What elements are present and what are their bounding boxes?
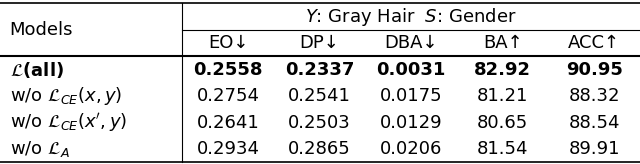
Text: Models: Models bbox=[10, 21, 73, 39]
Text: 81.54: 81.54 bbox=[477, 140, 529, 158]
Text: 0.2641: 0.2641 bbox=[196, 114, 260, 132]
Text: 88.32: 88.32 bbox=[568, 87, 620, 105]
Text: 82.92: 82.92 bbox=[474, 61, 531, 79]
Text: EO↓: EO↓ bbox=[208, 34, 248, 52]
Text: ACC↑: ACC↑ bbox=[568, 34, 620, 52]
Text: 0.2541: 0.2541 bbox=[288, 87, 351, 105]
Text: 0.2934: 0.2934 bbox=[196, 140, 260, 158]
Text: BA↑: BA↑ bbox=[483, 34, 523, 52]
Text: 0.0129: 0.0129 bbox=[380, 114, 442, 132]
Text: DBA↓: DBA↓ bbox=[385, 34, 438, 52]
Text: 0.0175: 0.0175 bbox=[380, 87, 442, 105]
Text: w/o $\mathcal{L}_{CE}(x, y)$: w/o $\mathcal{L}_{CE}(x, y)$ bbox=[10, 85, 122, 107]
Text: $Y$: Gray Hair  $S$: Gender: $Y$: Gray Hair $S$: Gender bbox=[305, 6, 517, 28]
Text: 0.2754: 0.2754 bbox=[196, 87, 260, 105]
Text: 0.2337: 0.2337 bbox=[285, 61, 355, 79]
Text: 0.2503: 0.2503 bbox=[288, 114, 351, 132]
Text: 0.2558: 0.2558 bbox=[193, 61, 263, 79]
Text: 80.65: 80.65 bbox=[477, 114, 529, 132]
Text: DP↓: DP↓ bbox=[300, 34, 340, 52]
Text: 88.54: 88.54 bbox=[568, 114, 620, 132]
Text: 90.95: 90.95 bbox=[566, 61, 623, 79]
Text: 0.2865: 0.2865 bbox=[288, 140, 351, 158]
Text: w/o $\mathcal{L}_{CE}(x', y)$: w/o $\mathcal{L}_{CE}(x', y)$ bbox=[10, 111, 127, 134]
Text: 0.0031: 0.0031 bbox=[376, 61, 446, 79]
Text: 0.0206: 0.0206 bbox=[380, 140, 442, 158]
Text: $\mathcal{L}$(all): $\mathcal{L}$(all) bbox=[10, 60, 63, 80]
Text: 89.91: 89.91 bbox=[568, 140, 620, 158]
Text: 81.21: 81.21 bbox=[477, 87, 529, 105]
Text: w/o $\mathcal{L}_{A}$: w/o $\mathcal{L}_{A}$ bbox=[10, 139, 70, 159]
